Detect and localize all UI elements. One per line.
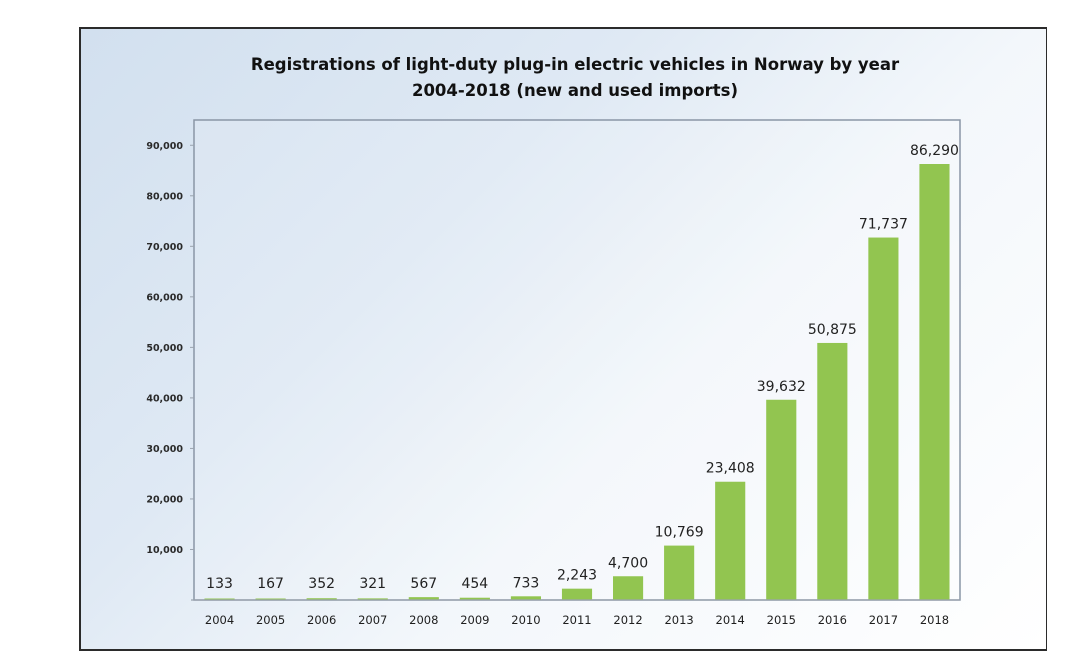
bar-2005 xyxy=(255,598,286,600)
y-tick-label: 40,000 xyxy=(146,393,183,404)
data-label: 2,243 xyxy=(557,568,597,584)
y-tick-label: 30,000 xyxy=(146,444,183,455)
bar-2017 xyxy=(868,237,899,601)
chart-title: Registrations of light-duty plug-in elec… xyxy=(251,55,900,74)
bar-2016 xyxy=(817,342,848,600)
data-label: 567 xyxy=(410,576,437,592)
x-tick-label: 2007 xyxy=(358,613,387,627)
data-label: 10,769 xyxy=(655,525,704,541)
data-label: 352 xyxy=(308,576,335,592)
bar-2006 xyxy=(306,598,337,600)
x-tick-label: 2008 xyxy=(409,613,438,627)
x-tick-label: 2018 xyxy=(920,613,949,627)
data-label: 133 xyxy=(206,576,233,592)
x-tick-label: 2012 xyxy=(613,613,642,627)
y-tick-label: 60,000 xyxy=(146,292,183,303)
bar-2009 xyxy=(459,597,490,600)
bar-2015 xyxy=(766,399,797,600)
y-tick-label: 70,000 xyxy=(146,242,183,253)
bar-2018 xyxy=(919,164,950,600)
x-tick-label: 2013 xyxy=(664,613,693,627)
bar-2014 xyxy=(715,481,746,600)
data-label: 23,408 xyxy=(706,461,755,477)
data-label: 733 xyxy=(513,575,540,591)
x-tick-label: 2006 xyxy=(307,613,336,627)
y-tick-label: 90,000 xyxy=(146,141,183,152)
y-tick-label: 80,000 xyxy=(146,191,183,202)
bar-2010 xyxy=(510,596,541,600)
x-tick-label: 2017 xyxy=(869,613,898,627)
data-label: 167 xyxy=(257,576,284,592)
data-label: 4,700 xyxy=(608,555,648,571)
bar-2012 xyxy=(613,576,644,600)
y-tick-label: 20,000 xyxy=(146,494,183,505)
y-tick-label: 50,000 xyxy=(146,343,183,354)
x-tick-label: 2011 xyxy=(562,613,591,627)
x-tick-label: 2005 xyxy=(256,613,285,627)
chart-subtitle: 2004-2018 (new and used imports) xyxy=(412,81,738,100)
bar-2011 xyxy=(561,588,593,600)
x-tick-label: 2015 xyxy=(767,613,796,627)
data-label: 71,737 xyxy=(859,217,908,233)
bar-2013 xyxy=(664,545,695,600)
x-tick-label: 2016 xyxy=(818,613,847,627)
x-tick-label: 2010 xyxy=(511,613,540,627)
x-tick-label: 2009 xyxy=(460,613,489,627)
bar-2007 xyxy=(357,598,388,600)
y-tick-label: 10,000 xyxy=(146,545,183,556)
data-label: 454 xyxy=(461,576,488,592)
bar-2004 xyxy=(204,598,235,600)
x-tick-label: 2004 xyxy=(205,613,234,627)
data-label: 39,632 xyxy=(757,379,806,395)
data-label: 321 xyxy=(359,576,386,592)
bar-2008 xyxy=(408,597,439,600)
x-tick-label: 2014 xyxy=(716,613,745,627)
data-label: 86,290 xyxy=(910,143,959,159)
data-label: 50,875 xyxy=(808,322,857,338)
